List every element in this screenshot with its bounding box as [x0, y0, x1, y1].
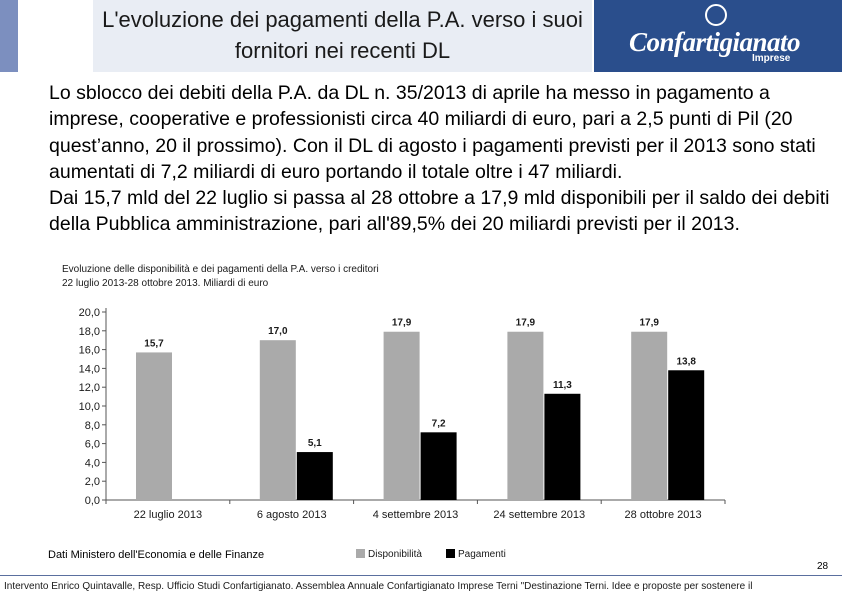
y-tick-label: 10,0: [79, 401, 100, 413]
data-label: 17,0: [268, 326, 288, 337]
chart-caption: Evoluzione delle disponibilità e dei pag…: [62, 263, 379, 291]
x-tick-label: 6 agosto 2013: [257, 509, 327, 521]
y-tick-label: 2,0: [85, 476, 100, 488]
at-sign-icon: [705, 4, 727, 26]
x-tick-label: 22 luglio 2013: [134, 509, 203, 521]
bar-pagamenti: [296, 452, 333, 500]
chart-caption-line2: 22 luglio 2013-28 ottobre 2013. Miliardi…: [62, 278, 269, 289]
page-number: 28: [817, 561, 829, 572]
logo-name: Confartigianato: [629, 27, 801, 57]
footer-text: Intervento Enrico Quintavalle, Resp. Uff…: [4, 581, 753, 592]
y-tick-label: 6,0: [85, 439, 100, 451]
y-tick-label: 0,0: [85, 495, 100, 507]
data-label: 15,7: [144, 338, 164, 349]
y-tick-label: 16,0: [79, 345, 100, 357]
slide-body: Lo sblocco dei debiti della P.A. da DL n…: [49, 80, 839, 238]
header-accent-bar: [0, 0, 18, 72]
bar-disponibilita: [383, 331, 420, 500]
footer-divider: [0, 575, 842, 576]
logo-subtitle: Imprese: [752, 53, 791, 64]
bar-disponibilita: [631, 331, 668, 500]
bar-disponibilita: [507, 331, 544, 500]
bar-disponibilita: [136, 352, 172, 500]
bar-pagamenti: [420, 432, 457, 500]
data-label: 17,9: [639, 318, 659, 329]
x-tick-label: 4 settembre 2013: [373, 509, 459, 521]
legend-label: Disponibilità: [368, 549, 422, 560]
bar-pagamenti: [544, 393, 581, 500]
data-label: 11,3: [553, 380, 572, 391]
data-label: 7,2: [432, 418, 446, 429]
x-tick-label: 28 ottobre 2013: [625, 509, 702, 521]
y-tick-label: 12,0: [79, 382, 100, 394]
legend-swatch-pagamenti: [446, 549, 455, 558]
data-source: Dati Ministero dell'Economia e delle Fin…: [48, 549, 265, 561]
y-tick-label: 8,0: [85, 420, 100, 432]
bar-disponibilita: [259, 340, 296, 500]
y-tick-label: 4,0: [85, 457, 100, 469]
data-label: 17,9: [392, 318, 412, 329]
legend-label: Pagamenti: [458, 549, 506, 560]
chart-caption-line1: Evoluzione delle disponibilità e dei pag…: [62, 264, 379, 275]
bar-pagamenti: [668, 370, 705, 500]
slide-title: L'evoluzione dei pagamenti della P.A. ve…: [102, 7, 583, 63]
legend-swatch-disponibilita: [356, 549, 365, 558]
data-label: 13,8: [676, 356, 696, 367]
body-paragraph-1: Lo sblocco dei debiti della P.A. da DL n…: [49, 82, 816, 183]
data-label: 17,9: [516, 318, 536, 329]
title-background: [93, 0, 592, 72]
body-paragraph-2: Dai 15,7 mld del 22 luglio si passa al 2…: [49, 187, 830, 236]
y-tick-label: 20,0: [79, 307, 100, 319]
y-tick-label: 18,0: [79, 326, 100, 338]
y-tick-label: 14,0: [79, 363, 100, 375]
data-label: 5,1: [308, 438, 322, 449]
x-tick-label: 24 settembre 2013: [493, 509, 585, 521]
